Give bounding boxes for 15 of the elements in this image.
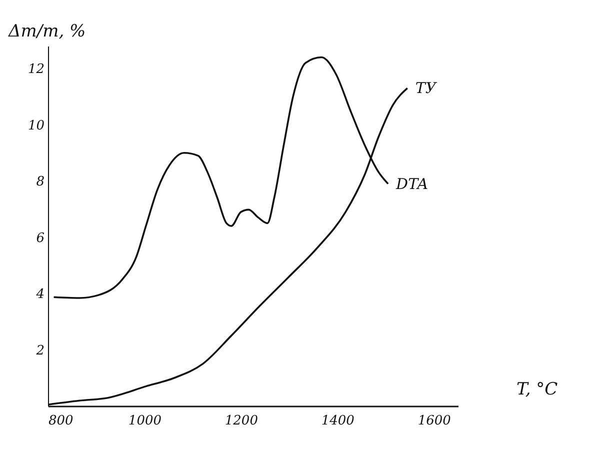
x-tick-label: 1200 [224,414,258,428]
series-label: DTA [395,174,428,193]
y-tick-label: 6 [36,230,44,246]
y-tick-label: 8 [36,174,44,190]
x-tick-label: 1400 [321,414,354,428]
x-tick-label: 1000 [128,414,162,428]
x-tick-label: 1600 [418,414,451,428]
y-tick-label: 10 [28,118,44,134]
y-tick-label: 12 [28,62,44,77]
x-tick-label: 800 [48,414,74,428]
y-tick-label: 4 [35,287,44,302]
series-label: ТУ [415,79,438,98]
x-axis-title: T, °C [516,380,558,400]
y-tick-label: 2 [35,343,44,358]
y-axis-title: Δm/m, % [8,22,86,42]
